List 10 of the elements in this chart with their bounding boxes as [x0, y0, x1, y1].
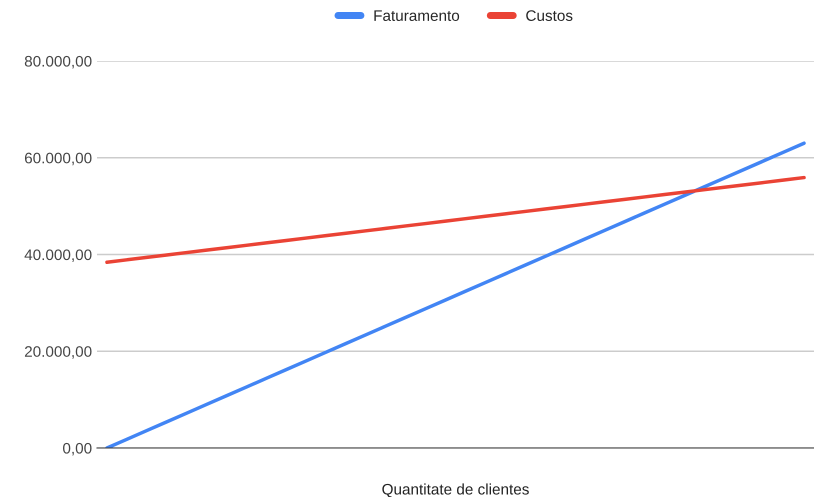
y-tick-label: 20.000,00: [24, 346, 92, 359]
legend-label: Custos: [526, 10, 572, 22]
legend-label: Faturamento: [374, 10, 460, 22]
x-axis-title: Quantitate de clientes: [382, 483, 529, 497]
y-tick-label: 80.000,00: [24, 56, 92, 68]
y-tick-label: 40.000,00: [24, 249, 92, 262]
y-tick-label: 0,00: [63, 442, 92, 456]
y-tick-label: 60.000,00: [24, 152, 92, 166]
line-series: [105, 176, 806, 264]
line-series: [105, 142, 806, 448]
